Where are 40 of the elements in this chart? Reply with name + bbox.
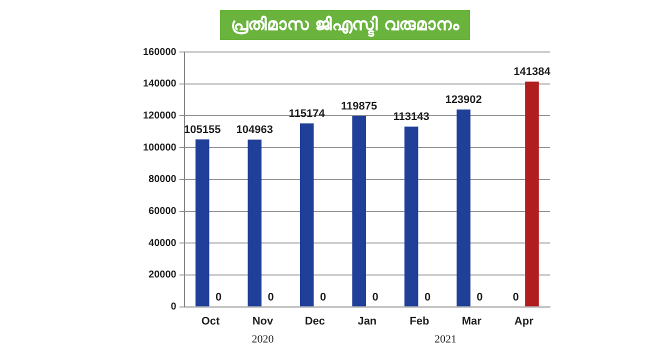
- x-tick-label: Mar: [462, 315, 482, 328]
- y-tick-label: 20000: [148, 270, 177, 281]
- data-label: 0: [424, 291, 431, 304]
- bar: [248, 140, 262, 306]
- chart-title: പ്രതിമാസ ജിഎസ്ടി വരുമാനം: [220, 10, 470, 40]
- text: 2020: [252, 333, 274, 345]
- bar: [196, 139, 210, 306]
- data-label: 0: [372, 291, 378, 304]
- data-label: 0: [268, 291, 274, 304]
- y-tick-label: 60000: [148, 206, 177, 217]
- text: 2021: [434, 333, 457, 345]
- data-label: 113143: [393, 111, 430, 124]
- y-tick-label: 100000: [142, 142, 177, 154]
- data-label: 0: [476, 291, 483, 304]
- y-tick-label: 160000: [142, 46, 177, 58]
- data-label: 123902: [445, 94, 482, 106]
- x-tick-label: Dec: [304, 315, 326, 328]
- bar: [525, 82, 539, 306]
- bar: [456, 109, 470, 306]
- x-tick-label: Jan: [358, 315, 377, 328]
- data-label: 0: [320, 291, 326, 304]
- data-label: 119875: [341, 100, 378, 112]
- x-tick-label: Feb: [410, 315, 430, 328]
- x-tick-label: Nov: [252, 315, 274, 328]
- data-label: 105155: [184, 124, 221, 136]
- y-tick-label: 120000: [142, 110, 177, 122]
- data-label: 0: [216, 291, 222, 304]
- bar: [300, 123, 314, 306]
- data-label: 104963: [236, 124, 273, 136]
- y-tick-label: 140000: [142, 78, 177, 90]
- data-label: 141384: [514, 66, 552, 78]
- x-tick-label: Oct: [201, 315, 220, 328]
- bar: [404, 126, 418, 306]
- data-label: 115174: [288, 108, 326, 120]
- x-tick-label: Apr: [514, 315, 534, 328]
- data-label: 0: [512, 291, 519, 304]
- y-tick-label: 80000: [148, 174, 177, 186]
- y-tick-label: 40000: [148, 238, 177, 249]
- bar: [352, 116, 366, 306]
- y-tick-label: 0: [170, 302, 177, 313]
